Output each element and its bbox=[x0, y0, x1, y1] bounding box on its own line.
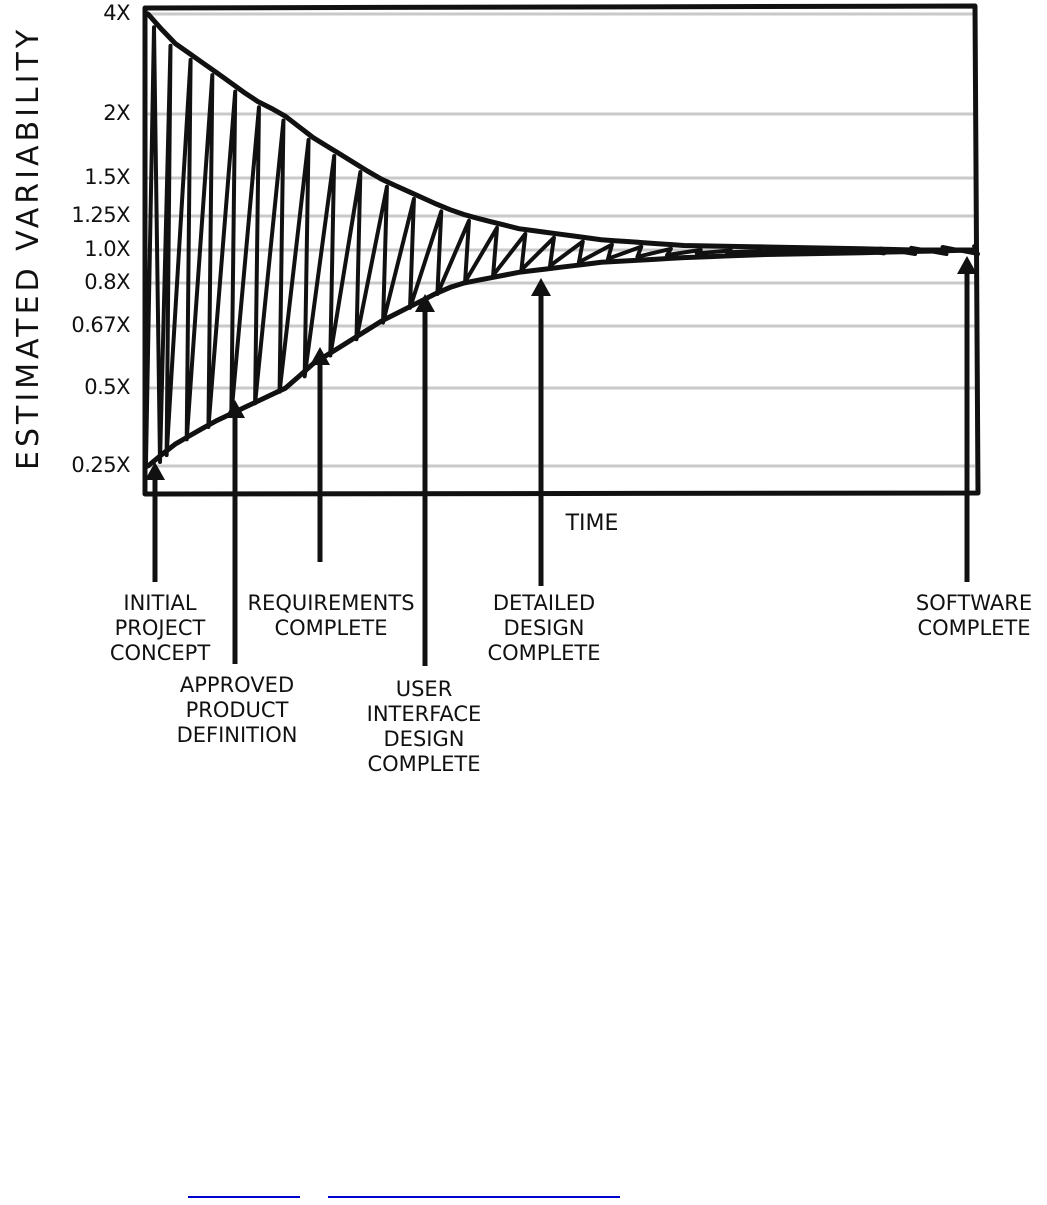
milestone-arrow-head bbox=[531, 278, 551, 296]
milestone-label-line: INITIAL bbox=[123, 591, 196, 615]
milestone-label-line: USER bbox=[396, 677, 453, 701]
milestone-label-line: DESIGN bbox=[384, 727, 465, 751]
milestone-label-line: COMPLETE bbox=[487, 641, 600, 665]
milestone-arrow-head bbox=[415, 294, 435, 312]
milestone-arrow-head bbox=[310, 347, 330, 365]
milestone-label-line: INTERFACE bbox=[367, 702, 482, 726]
plot-frame bbox=[142, 3, 981, 497]
scribble-path bbox=[144, 25, 980, 464]
milestone-label-line: APPROVED bbox=[180, 673, 294, 697]
y-tick-label: 0.8X bbox=[84, 270, 130, 294]
milestone-label-line: CONCEPT bbox=[110, 641, 210, 665]
y-tick-label: 4X bbox=[103, 1, 130, 25]
milestone-label-line: DETAILED bbox=[493, 591, 595, 615]
footer-link-2[interactable] bbox=[328, 1186, 620, 1198]
series-layer bbox=[145, 11, 975, 469]
milestone-label-line: DEFINITION bbox=[177, 723, 298, 747]
y-tick-label: 1.25X bbox=[71, 203, 130, 227]
milestone-label-line: SOFTWARE bbox=[916, 591, 1032, 615]
y-tick-label: 1.0X bbox=[84, 237, 130, 261]
milestones: INITIALPROJECTCONCEPTAPPROVEDPRODUCTDEFI… bbox=[110, 256, 1032, 776]
y-tick-label: 1.5X bbox=[84, 165, 130, 189]
milestone-label-line: REQUIREMENTS bbox=[247, 591, 414, 615]
milestone-label-line: COMPLETE bbox=[367, 752, 480, 776]
milestone-arrow-head bbox=[145, 462, 165, 480]
y-tick-label: 0.67X bbox=[71, 313, 130, 337]
upper-bound-line bbox=[145, 11, 975, 253]
scribble-fill bbox=[144, 25, 980, 464]
x-axis-label: TIME bbox=[565, 511, 619, 536]
footer-link-1[interactable] bbox=[188, 1186, 300, 1198]
frame-border bbox=[142, 3, 981, 497]
y-tick-label: 0.5X bbox=[84, 375, 130, 399]
milestone-label-line: COMPLETE bbox=[917, 616, 1030, 640]
milestone-label-line: PROJECT bbox=[115, 616, 206, 640]
y-tick-labels: 4X 2X 1.5X 1.25X 1.0X 0.8X 0.67X 0.5X 0.25X bbox=[71, 1, 130, 477]
milestone-label-line: DESIGN bbox=[504, 616, 585, 640]
milestone-arrow-head bbox=[957, 256, 977, 274]
y-tick-label: 0.25X bbox=[71, 453, 130, 477]
chart: 4X 2X 1.5X 1.25X 1.0X 0.8X 0.67X 0.5X 0.25X ESTI… bbox=[11, 1, 1032, 776]
y-tick-label: 2X bbox=[103, 101, 130, 125]
milestone-arrow-head bbox=[225, 400, 245, 418]
milestone-label-line: COMPLETE bbox=[274, 616, 387, 640]
milestone-label-line: PRODUCT bbox=[186, 698, 289, 722]
lower-bound-line bbox=[145, 247, 975, 469]
y-axis-label: ESTIMATED VARIABILITY bbox=[11, 26, 46, 470]
